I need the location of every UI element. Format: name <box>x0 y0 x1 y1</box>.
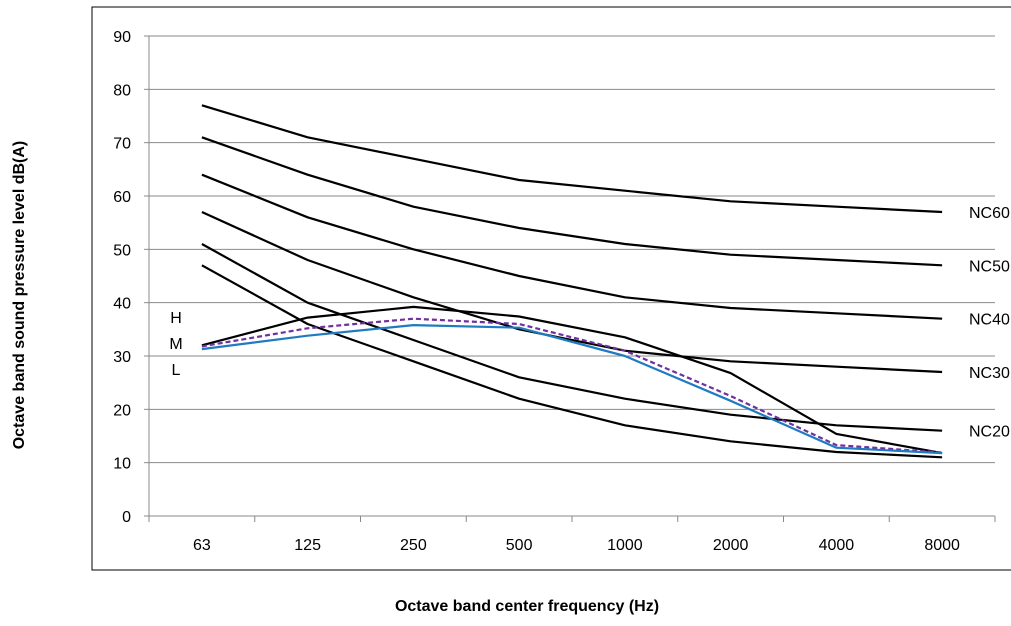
nc-curve-label: NC30 <box>969 365 1010 382</box>
axes <box>144 35 996 522</box>
y-tick-labels: 0 10 20 30 40 50 60 70 80 90 <box>113 29 131 526</box>
y-tick-label: 60 <box>113 189 131 206</box>
series-lines <box>201 104 943 459</box>
x-tick-label: 8000 <box>924 537 960 554</box>
nc-curve-label: NC40 <box>969 312 1010 329</box>
x-tick-label: 250 <box>400 537 427 554</box>
x-tick-label: 500 <box>506 537 533 554</box>
nc-curve-line <box>201 264 943 459</box>
x-tick-label: 2000 <box>713 537 749 554</box>
fan-curve-line <box>201 305 943 455</box>
fan-curve-label: L <box>172 362 181 379</box>
x-axis-title: Octave band center frequency (Hz) <box>395 598 659 615</box>
x-tick-label: 63 <box>193 537 211 554</box>
gridlines <box>149 35 995 464</box>
nc-curve-label: NC20 <box>969 424 1010 441</box>
x-tick-label: 4000 <box>819 537 855 554</box>
y-tick-label: 70 <box>113 136 131 153</box>
fan-curve-label: H <box>170 310 182 327</box>
nc-curve-line <box>201 104 943 214</box>
series-labels: NC60 NC50 NC40 NC30 NC20 HML <box>169 205 1010 441</box>
y-tick-label: 80 <box>113 82 131 99</box>
plot-frame <box>91 6 1011 571</box>
fan-curve-line <box>201 324 943 455</box>
nc-curve-line <box>201 136 943 267</box>
y-tick-label: 20 <box>113 402 131 419</box>
fan-curve-line <box>201 317 943 454</box>
y-tick-label: 50 <box>113 242 131 259</box>
y-axis-title: Octave band sound pressure level dB(A) <box>11 141 28 450</box>
x-tick-label: 125 <box>294 537 321 554</box>
nc-curve-line <box>201 210 943 374</box>
y-tick-label: 10 <box>113 456 131 473</box>
y-tick-label: 0 <box>122 509 131 526</box>
y-tick-label: 40 <box>113 296 131 313</box>
nc-curve-line <box>201 173 943 320</box>
x-tick-labels: 63 125 250 500 1000 2000 4000 8000 <box>193 537 960 554</box>
nc-curve-label: NC50 <box>969 258 1010 275</box>
nc-curve-label: NC60 <box>969 205 1010 222</box>
y-tick-label: 30 <box>113 349 131 366</box>
y-tick-label: 90 <box>113 29 131 46</box>
x-tick-label: 1000 <box>607 537 643 554</box>
fan-curve-label: M <box>169 336 182 353</box>
